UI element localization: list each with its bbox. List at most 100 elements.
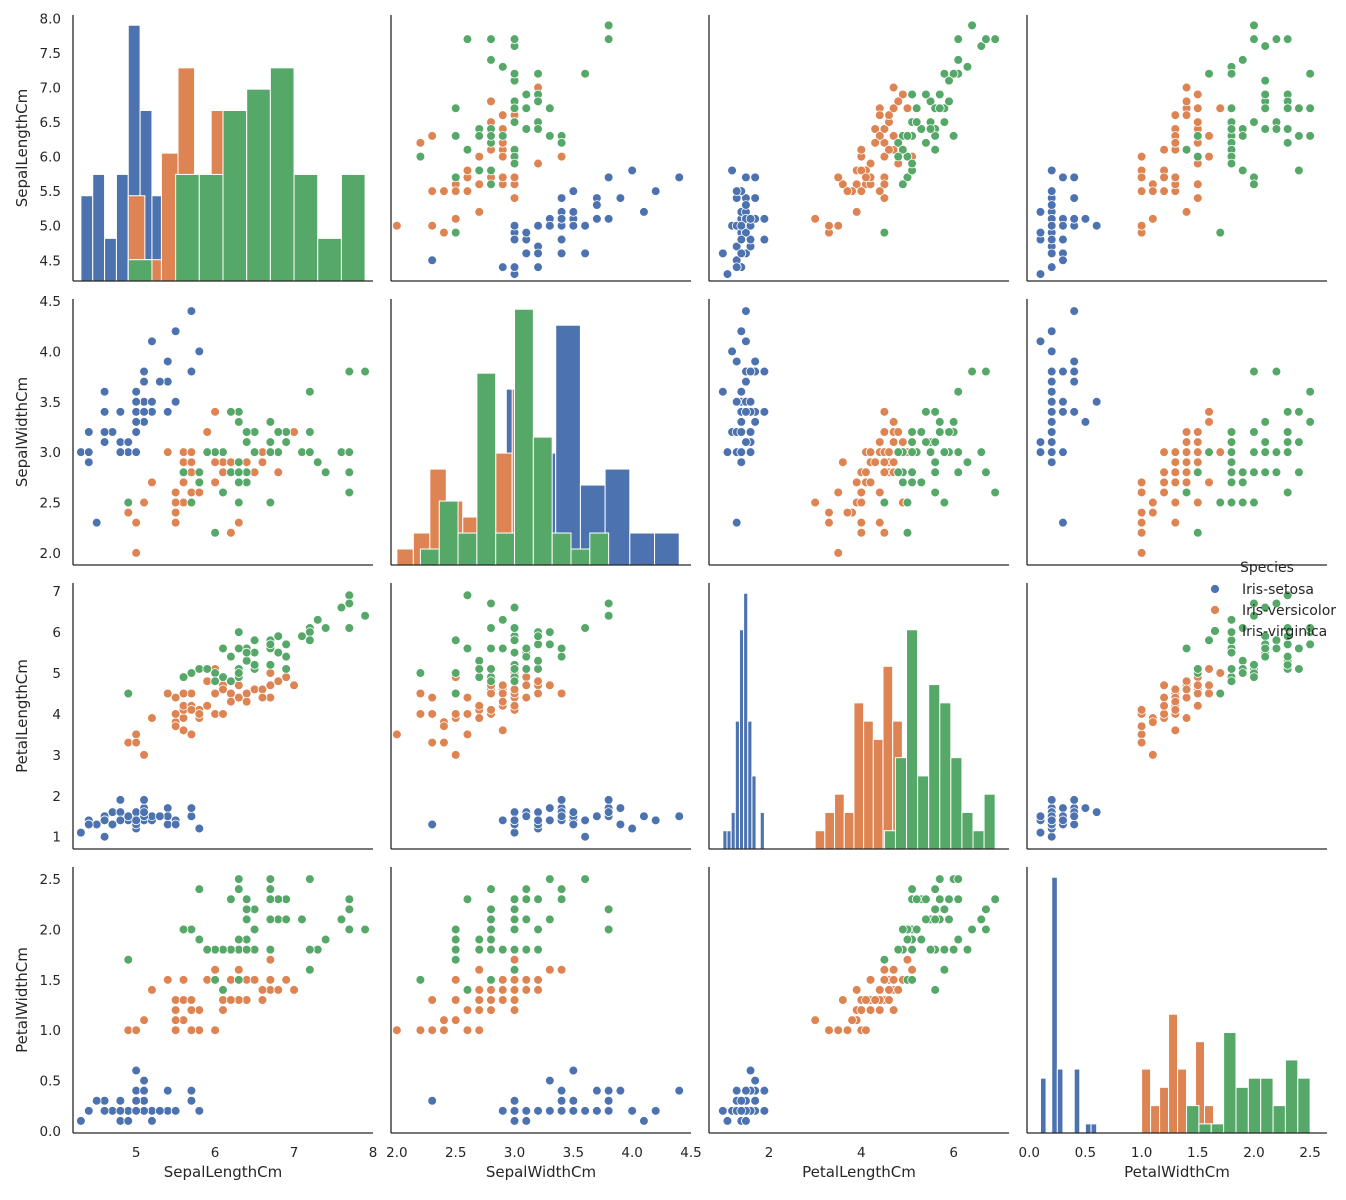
scatter-point-setosa	[545, 220, 555, 231]
scatter-point-versicolor	[1136, 737, 1147, 748]
scatter-point-setosa	[1080, 803, 1091, 813]
hist-bar-setosa	[654, 532, 680, 566]
scatter-point-virginica	[509, 103, 520, 114]
scatter-point-setosa	[568, 207, 579, 217]
panel-petalwidthcm-vs-petallengthcm: 2 4 6 PetalLengthCm	[708, 867, 1009, 1181]
scatter-point-virginica	[962, 457, 973, 468]
scatter-point-virginica	[976, 41, 987, 51]
scatter-point-virginica	[509, 647, 520, 658]
scatter-point-virginica	[509, 676, 520, 687]
scatter-point-versicolor	[1204, 688, 1214, 699]
scatter-point-versicolor	[509, 172, 520, 183]
scatter-point-versicolor	[545, 680, 555, 691]
scatter-point-virginica	[312, 615, 323, 625]
scatter-point-setosa	[741, 437, 751, 447]
scatter-point-versicolor	[1159, 487, 1169, 498]
scatter-point-setosa	[736, 248, 747, 259]
scatter-point-setosa	[115, 807, 126, 817]
scatter-point-versicolor	[1170, 477, 1181, 488]
scatter-point-virginica	[450, 635, 461, 646]
x-tick-label: 0.0	[1019, 1145, 1040, 1161]
scatter-point-setosa	[745, 447, 756, 457]
y-tick-label: 4.0	[40, 344, 61, 360]
scatter-point-versicolor	[265, 668, 276, 678]
hist-bar-virginica	[1297, 1077, 1311, 1134]
scatter-point-setosa	[83, 819, 94, 830]
scatter-point-setosa	[131, 1085, 141, 1096]
scatter-point-versicolor	[888, 964, 899, 975]
scatter-point-versicolor	[1136, 172, 1147, 183]
scatter-point-virginica	[450, 954, 461, 965]
scatter-point-versicolor	[162, 688, 173, 699]
hist-bar-setosa	[730, 811, 736, 850]
scatter-point-setosa	[131, 1106, 141, 1116]
legend: Species Iris-setosa Iris-versicolor Iris…	[1210, 560, 1336, 640]
x-tick-label: 4.5	[680, 1145, 701, 1161]
scatter-point-setosa	[736, 1106, 747, 1116]
scatter-point-virginica	[210, 668, 220, 678]
scatter-point-setosa	[162, 1106, 173, 1116]
scatter-point-versicolor	[186, 457, 197, 468]
scatter-point-setosa	[722, 1116, 733, 1126]
scatter-point-setosa	[131, 427, 141, 437]
scatter-point-setosa	[627, 823, 637, 834]
scatter-point-virginica	[233, 874, 244, 884]
scatter-point-versicolor	[902, 954, 913, 965]
scatter-point-versicolor	[450, 1015, 461, 1025]
scatter-point-virginica	[921, 914, 931, 925]
scatter-point-versicolor	[865, 158, 876, 169]
scatter-point-versicolor	[1215, 668, 1226, 678]
scatter-point-versicolor	[450, 186, 461, 196]
scatter-point-setosa	[497, 262, 508, 272]
scatter-point-virginica	[1249, 20, 1259, 31]
scatter-point-setosa	[568, 1065, 579, 1076]
scatter-point-virginica	[921, 89, 931, 100]
scatter-point-versicolor	[1136, 705, 1147, 715]
scatter-point-virginica	[1249, 34, 1259, 44]
legend-label-virginica: Iris-virginica	[1242, 624, 1327, 640]
panel-petalwidthcm-vs-petalwidthcm: 0.0 0.5 1.0 1.5 2.0 2.5 PetalWidthCm	[1019, 867, 1327, 1181]
scatter-point-virginica	[939, 944, 950, 955]
scatter-point-virginica	[879, 954, 890, 965]
scatter-point-virginica	[1192, 527, 1203, 538]
scatter-point-versicolor	[888, 975, 899, 985]
scatter-point-versicolor	[893, 985, 904, 995]
scatter-point-versicolor	[521, 985, 532, 995]
scatter-point-versicolor	[1136, 548, 1147, 558]
scatter-point-versicolor	[865, 975, 876, 985]
scatter-point-virginica	[305, 944, 315, 955]
scatter-point-versicolor	[497, 680, 508, 691]
y-tick-label: 8.0	[40, 11, 61, 27]
hist-bar-virginica	[175, 173, 200, 282]
scatter-point-virginica	[486, 664, 496, 674]
scatter-point-setosa	[147, 1106, 157, 1116]
scatter-point-virginica	[415, 975, 426, 985]
scatter-point-virginica	[233, 457, 244, 468]
scatter-point-versicolor	[533, 158, 543, 169]
scatter-point-versicolor	[874, 437, 885, 447]
scatter-point-virginica	[962, 62, 973, 72]
scatter-point-virginica	[907, 884, 917, 894]
scatter-point-setosa	[83, 457, 94, 468]
scatter-point-setosa	[1058, 366, 1068, 377]
hist-bar-setosa	[751, 775, 757, 850]
scatter-point-versicolor	[474, 1025, 485, 1036]
scatter-point-versicolor	[509, 995, 520, 1005]
scatter-point-versicolor	[439, 737, 449, 748]
scatter-point-virginica	[1282, 138, 1293, 148]
scatter-point-versicolor	[893, 427, 904, 437]
scatter-point-virginica	[305, 627, 315, 637]
x-tick-label: 2.0	[386, 1145, 407, 1161]
scatter-point-versicolor	[1181, 467, 1192, 478]
scatter-point-versicolor	[824, 1025, 834, 1036]
scatter-point-virginica	[1260, 103, 1271, 114]
scatter-point-virginica	[1204, 635, 1214, 646]
scatter-point-setosa	[115, 1116, 126, 1126]
scatter-point-virginica	[509, 158, 520, 169]
scatter-point-virginica	[953, 874, 964, 884]
scatter-point-virginica	[898, 477, 908, 488]
scatter-point-versicolor	[427, 186, 437, 196]
scatter-point-virginica	[1249, 179, 1259, 190]
scatter-point-setosa	[556, 811, 567, 822]
scatter-point-virginica	[265, 447, 276, 457]
